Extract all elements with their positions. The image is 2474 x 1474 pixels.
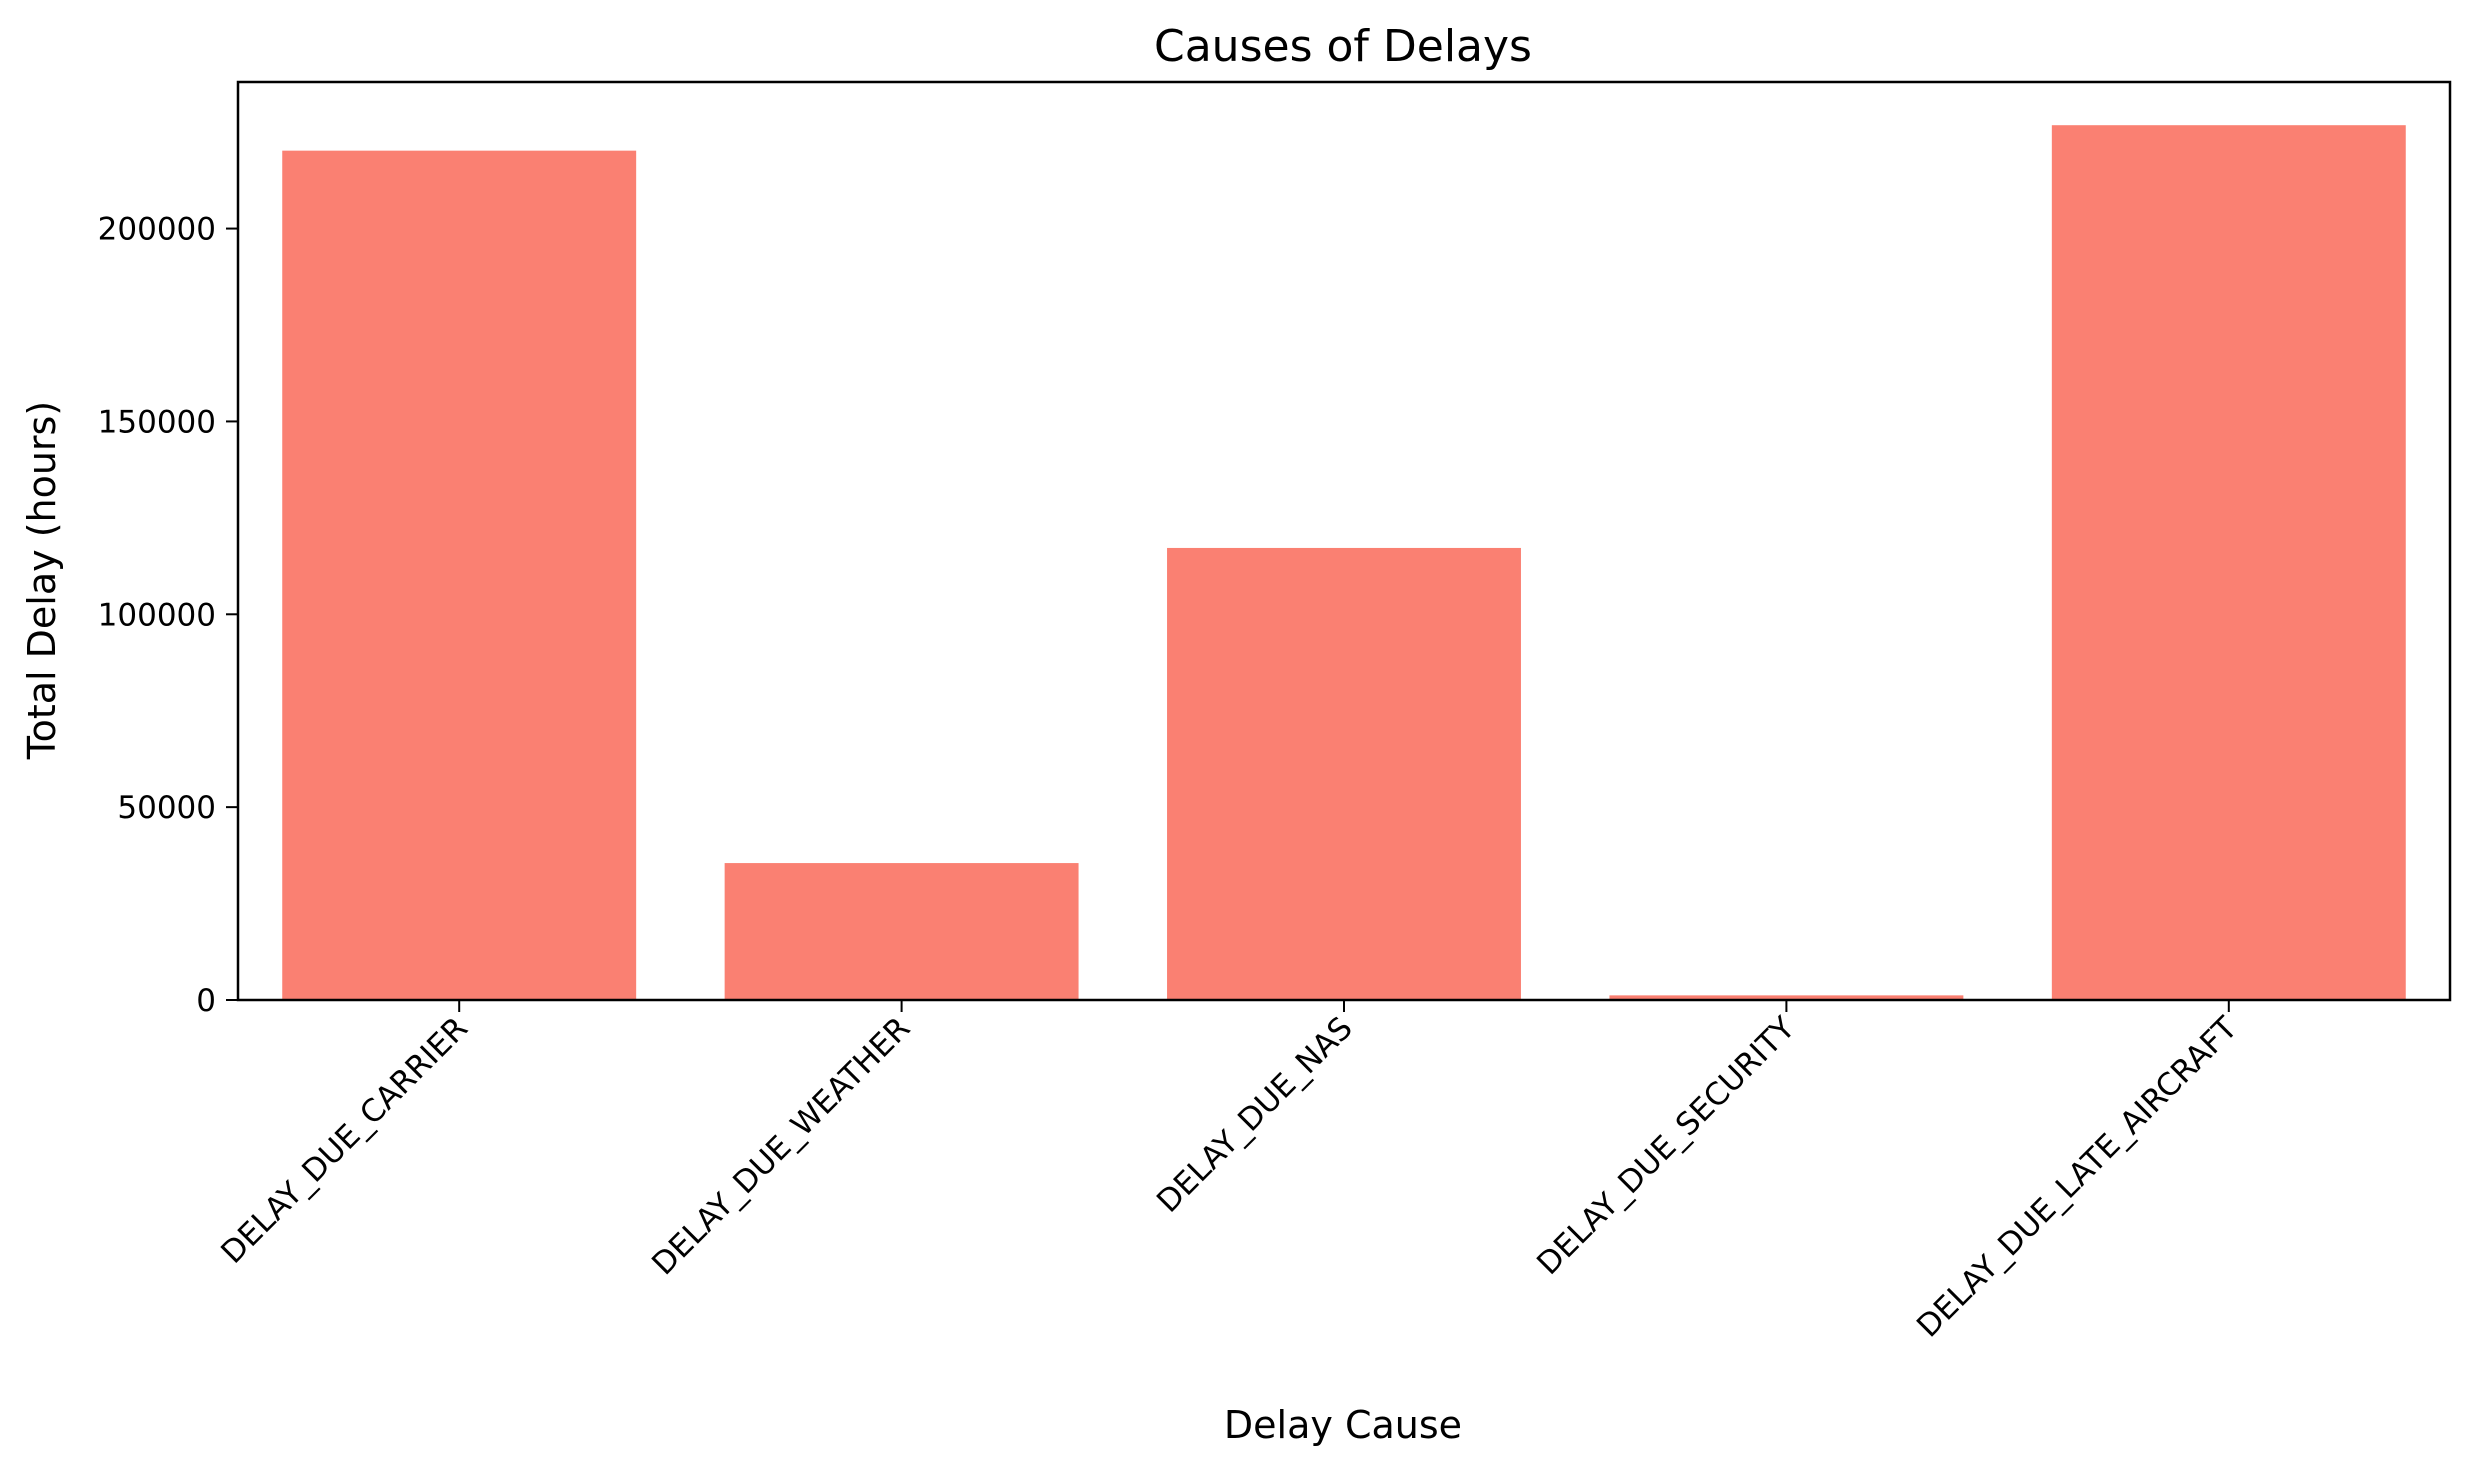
bar-delay-due-security <box>1609 995 1964 1000</box>
bar-delay-due-nas <box>1167 547 1521 1000</box>
bars <box>282 125 2406 1000</box>
y-axis-label: Total Delay (hours) <box>20 401 64 760</box>
bar-delay-due-weather <box>724 863 1079 1000</box>
y-tick-label: 0 <box>196 983 216 1019</box>
y-tick-label: 50000 <box>117 790 216 826</box>
y-tick-label: 100000 <box>98 597 216 633</box>
plot-frame <box>236 80 2452 1002</box>
y-axis-ticks: 0 50000 100000 150000 200000 <box>98 212 238 1019</box>
chart-title: Causes of Delays <box>1154 21 1532 72</box>
y-tick-label: 200000 <box>98 212 216 248</box>
y-tick-label: 150000 <box>98 404 216 440</box>
bar-delay-due-carrier <box>282 150 637 1000</box>
x-axis-label: Delay Cause <box>1224 1403 1462 1447</box>
bar-delay-due-late-aircraft <box>2051 125 2406 1000</box>
